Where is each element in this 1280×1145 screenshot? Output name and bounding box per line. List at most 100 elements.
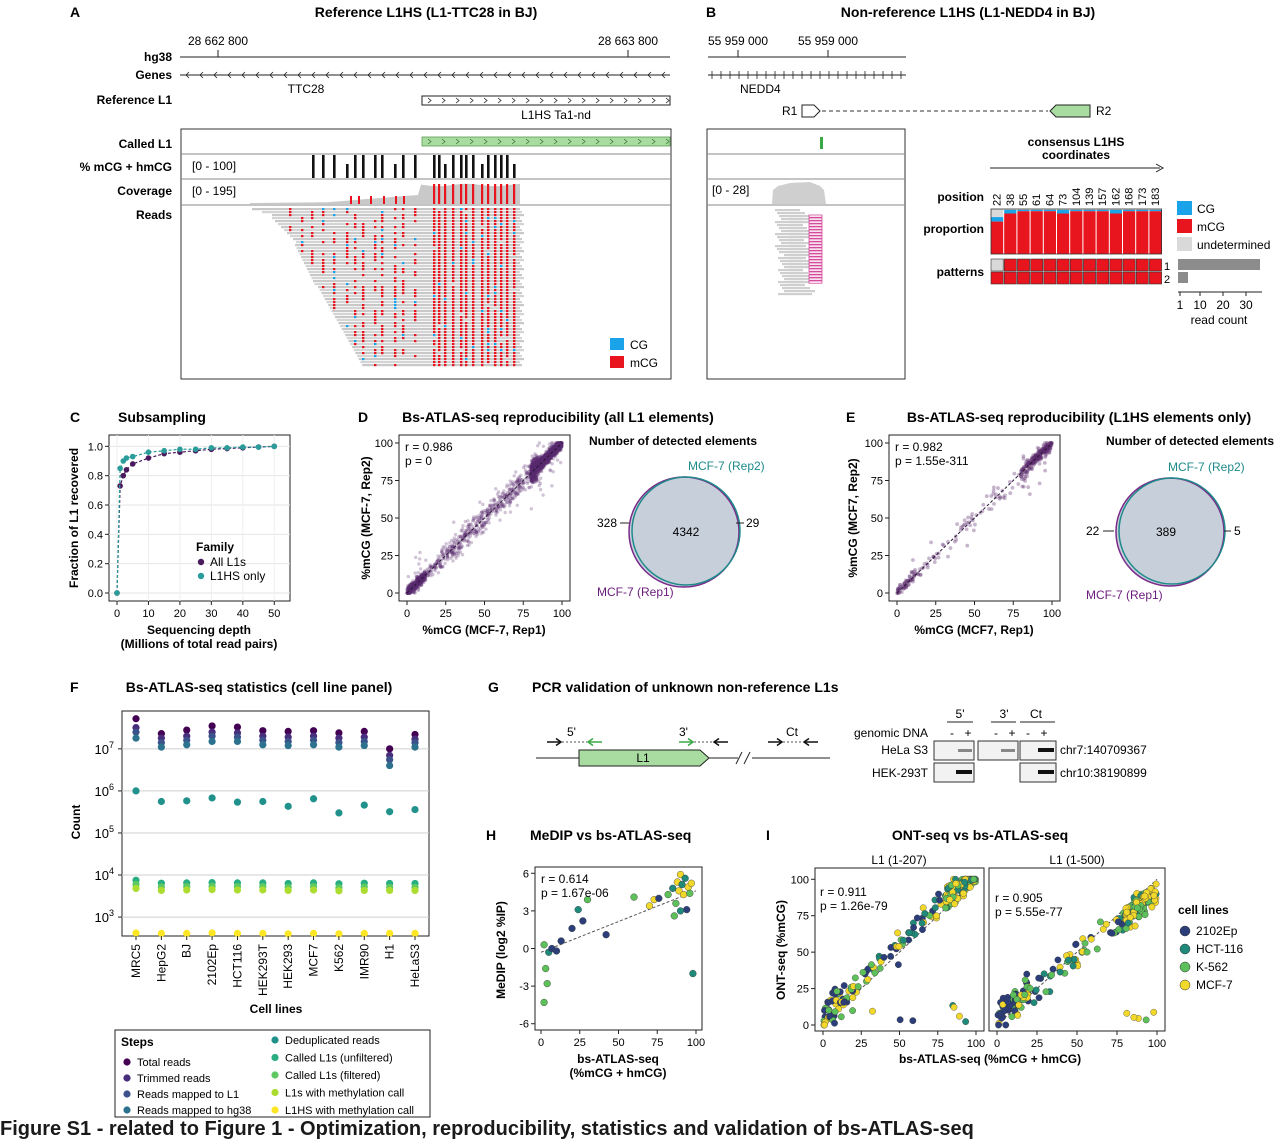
read-cpg xyxy=(494,208,497,211)
strand-arrow xyxy=(535,71,540,79)
read-cpg xyxy=(500,208,503,211)
read xyxy=(287,232,524,235)
scatter-point xyxy=(551,443,555,447)
read xyxy=(331,310,522,313)
scatter-point xyxy=(553,445,558,449)
scatter-point xyxy=(683,906,691,914)
read-cpg xyxy=(433,211,436,214)
read-hatched xyxy=(808,241,823,245)
scatter-point xyxy=(407,590,411,594)
strand-arrow xyxy=(255,71,260,79)
read-cpg xyxy=(465,328,468,331)
read-cpg xyxy=(481,304,484,307)
read-cpg xyxy=(460,346,463,349)
panel-f-title: Bs-ATLAS-seq statistics (cell line panel… xyxy=(126,679,393,695)
read xyxy=(296,241,524,244)
read-cpg xyxy=(494,364,497,367)
scatter-point xyxy=(443,545,447,549)
read-cpg xyxy=(465,238,468,241)
proportion-undetermined xyxy=(1017,209,1030,210)
pattern-cell xyxy=(1043,258,1057,272)
read-cpg xyxy=(513,328,516,331)
methylation-bar xyxy=(444,164,447,178)
read-cpg xyxy=(494,346,497,349)
y-tick-label: 1.0 xyxy=(88,441,103,453)
read-cpg xyxy=(500,280,503,283)
read-cpg xyxy=(481,361,484,364)
scatter-point xyxy=(488,504,492,508)
primer-5-label: 5' xyxy=(567,725,576,739)
read-cpg xyxy=(452,316,455,319)
read-cpg xyxy=(433,313,436,316)
read-cpg xyxy=(487,220,490,223)
scatter-point xyxy=(557,447,562,451)
coord-right: 28 663 800 xyxy=(598,34,658,48)
read-cpg xyxy=(354,313,357,316)
scatter-point xyxy=(534,469,538,474)
strand-arrow xyxy=(539,138,544,145)
read-cpg xyxy=(301,220,304,223)
scatter-point xyxy=(449,544,454,549)
x-tick-label: 40 xyxy=(237,608,249,620)
scatter-point xyxy=(984,494,989,499)
panel-a: A Reference L1HS (L1-TTC28 in BJ) 28 662… xyxy=(70,4,672,380)
scatter-point xyxy=(689,969,697,978)
read-cpg xyxy=(465,268,468,271)
stat-point xyxy=(233,798,242,806)
read-cpg xyxy=(452,307,455,310)
scatter-point xyxy=(529,478,534,482)
read-cpg xyxy=(301,250,304,253)
scatter-point xyxy=(894,929,902,937)
gene-strand-arrows xyxy=(185,71,666,79)
read-cpg xyxy=(465,274,468,277)
read-cpg xyxy=(354,223,357,226)
read-cpg xyxy=(487,238,490,241)
scatter-point xyxy=(552,444,556,449)
panel-c-title: Subsampling xyxy=(118,409,206,425)
scatter-point xyxy=(470,519,475,523)
y-tick-exponent: 5 xyxy=(109,824,114,834)
read xyxy=(336,319,522,322)
scatter-point xyxy=(536,443,540,448)
methylation-bar xyxy=(381,155,384,178)
proportion-cg xyxy=(1043,209,1056,212)
read-cpg xyxy=(444,352,447,355)
scatter-point xyxy=(405,588,409,593)
scatter-point xyxy=(543,461,547,465)
coverage-meth-mark xyxy=(494,184,497,204)
y-tick-label: 107 xyxy=(95,740,114,757)
read-cpg xyxy=(438,238,441,241)
read-cpg xyxy=(444,235,447,238)
scatter-point xyxy=(542,461,546,466)
scatter-point xyxy=(529,463,534,468)
scatter-point xyxy=(927,556,931,561)
proportion-mcg xyxy=(991,221,1004,254)
h-stat-r: r = 0.614 xyxy=(541,872,589,886)
read-cpg xyxy=(452,322,455,325)
scatter-point xyxy=(549,454,553,458)
stat-point xyxy=(259,929,267,937)
scatter-point xyxy=(541,444,546,448)
read-cpg xyxy=(381,328,384,331)
scatter-point xyxy=(440,550,445,554)
scatter-point xyxy=(463,519,468,524)
read-cpg xyxy=(500,283,503,286)
scatter-point xyxy=(546,456,550,460)
read-cpg xyxy=(438,256,441,259)
strand-arrow xyxy=(665,138,670,145)
scatter-point xyxy=(508,479,512,483)
read-cpg xyxy=(460,271,463,274)
scatter-point xyxy=(541,460,546,464)
read-cpg xyxy=(494,232,497,235)
primer-3-label: 3' xyxy=(679,725,688,739)
read-cpg xyxy=(402,208,405,211)
scatter-point xyxy=(471,517,476,521)
read-cpg xyxy=(481,298,484,301)
stat-point xyxy=(233,737,242,746)
scatter-point xyxy=(443,561,447,566)
read-cpg xyxy=(465,334,468,337)
read-cpg xyxy=(481,259,484,262)
read-cpg xyxy=(460,268,463,271)
scatter-point xyxy=(451,520,456,524)
scatter-point xyxy=(479,523,484,528)
